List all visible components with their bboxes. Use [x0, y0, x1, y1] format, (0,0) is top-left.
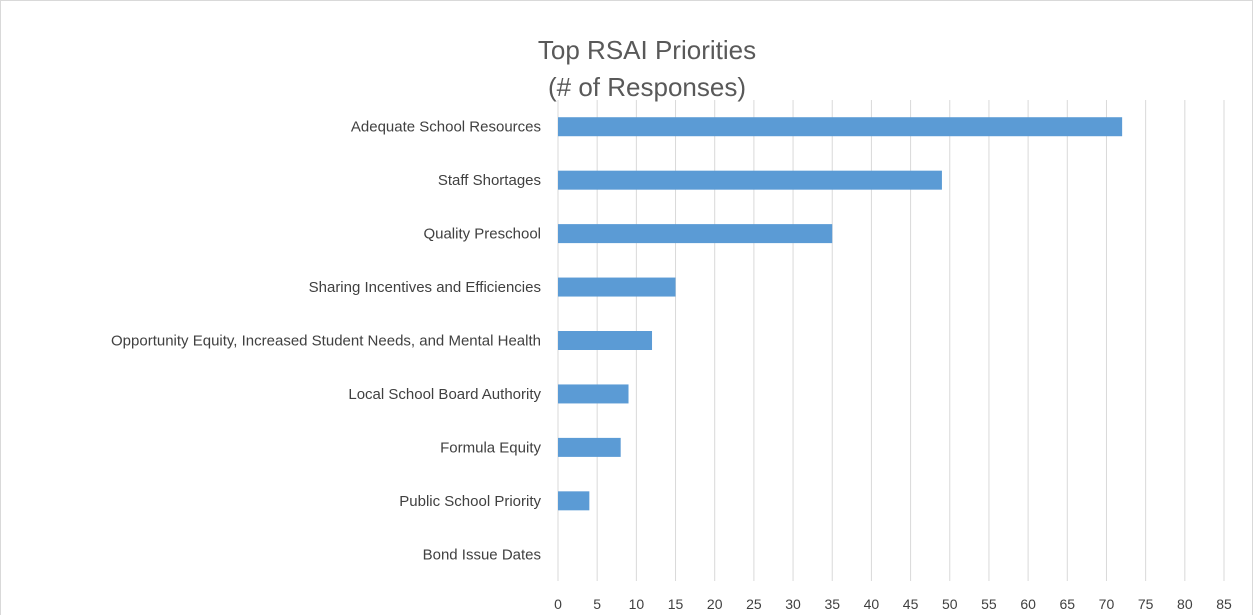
x-tick-label: 50 — [942, 596, 958, 612]
chart-title: Top RSAI Priorities — [538, 35, 756, 65]
x-tick-label: 45 — [903, 596, 919, 612]
category-label: Bond Issue Dates — [423, 546, 541, 563]
bar — [558, 331, 653, 350]
x-tick-label: 70 — [1099, 596, 1115, 612]
category-label: Adequate School Resources — [351, 119, 541, 136]
bar — [558, 277, 676, 297]
x-tick-label: 80 — [1177, 596, 1193, 612]
x-tick-label: 55 — [981, 596, 997, 612]
category-label: Sharing Incentives and Efficiencies — [309, 279, 541, 296]
chart-subtitle: (# of Responses) — [548, 72, 746, 102]
bar — [558, 437, 621, 457]
category-label: Formula Equity — [440, 439, 541, 456]
x-tick-label: 20 — [707, 596, 723, 612]
x-tick-label: 85 — [1216, 596, 1232, 612]
bars — [558, 117, 1123, 511]
bar — [558, 117, 1123, 137]
bar — [558, 491, 590, 511]
category-label: Quality Preschool — [423, 226, 541, 243]
x-tick-label: 60 — [1020, 596, 1036, 612]
category-label: Staff Shortages — [438, 172, 541, 189]
x-tick-label: 0 — [554, 596, 562, 612]
x-tick-label: 40 — [864, 596, 880, 612]
x-tick-label: 10 — [629, 596, 645, 612]
x-tick-label: 75 — [1138, 596, 1154, 612]
bar — [558, 170, 942, 190]
x-tick-label: 25 — [746, 596, 762, 612]
category-label: Local School Board Authority — [348, 386, 541, 403]
category-label: Opportunity Equity, Increased Student Ne… — [111, 333, 541, 350]
bar — [558, 384, 629, 404]
category-labels: Adequate School Resources Staff Shortages… — [111, 119, 541, 564]
x-tick-label: 65 — [1060, 596, 1076, 612]
category-label: Public School Priority — [399, 493, 541, 510]
x-tick-label: 5 — [593, 596, 601, 612]
x-tick-label: 30 — [785, 596, 801, 612]
x-axis-ticks: 0 5 10 15 20 25 30 35 40 45 50 55 60 65 70 75 80 85 — [554, 596, 1232, 612]
bar — [558, 224, 833, 244]
x-tick-label: 35 — [824, 596, 840, 612]
x-tick-label: 15 — [668, 596, 684, 612]
